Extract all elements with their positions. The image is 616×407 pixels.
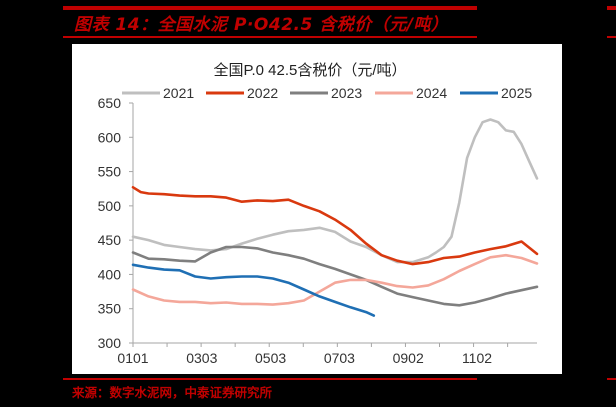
legend-label: 2025: [501, 85, 532, 101]
top-rule-thin: [63, 36, 477, 38]
y-tick-label: 450: [98, 232, 122, 248]
legend-label: 2022: [247, 85, 278, 101]
x-tick-label: 1102: [462, 350, 492, 366]
series-2025-line: [131, 263, 376, 317]
line-chart: 全国P.0 42.5含税价（元/吨） 2021 2022 2023 2024 2025 …: [98, 61, 539, 366]
source-note: 来源：数字水泥网，中泰证券研究所: [72, 385, 273, 400]
y-tick-label: 650: [98, 95, 122, 111]
series-2022-line: [131, 186, 539, 266]
y-tick-label: 400: [98, 266, 122, 282]
top-rule-thick: [63, 6, 477, 10]
chart-legend: 2021 2022 2023 2024 2025: [122, 85, 532, 101]
x-tick-label: 0703: [324, 350, 355, 366]
x-axis: 0101 0303 0503 0703 0902 1102: [117, 342, 537, 366]
y-tick-label: 300: [98, 335, 122, 351]
top-rule-thin-stub: [607, 36, 616, 38]
legend-label: 2021: [163, 85, 194, 101]
y-tick-label: 600: [98, 129, 122, 145]
x-tick-label: 0303: [186, 350, 217, 366]
x-tick-label: 0902: [393, 350, 424, 366]
x-tick-label: 0101: [117, 350, 148, 366]
bottom-rule: [63, 378, 477, 380]
y-tick-label: 550: [98, 164, 122, 180]
series-2021-line: [131, 118, 539, 264]
x-tick-label: 0503: [255, 350, 286, 366]
y-tick-label: 350: [98, 301, 122, 317]
series-2023-line: [131, 245, 539, 307]
series-2024-line: [131, 253, 539, 306]
figure-title: 图表 14：全国水泥 P·O42.5 含税价（元/吨）: [74, 15, 449, 35]
chart-title: 全国P.0 42.5含税价（元/吨）: [213, 61, 406, 79]
y-axis: 650 600 550 500 450 400 350 300: [98, 95, 134, 351]
series-lines: [131, 118, 539, 317]
legend-label: 2023: [331, 85, 362, 101]
legend-label: 2024: [416, 85, 447, 101]
bottom-rule-stub: [607, 378, 616, 380]
top-rule-thick-stub: [607, 6, 616, 10]
y-tick-label: 500: [98, 198, 122, 214]
chart-panel: 全国P.0 42.5含税价（元/吨） 2021 2022 2023 2024 2025 …: [72, 44, 562, 374]
